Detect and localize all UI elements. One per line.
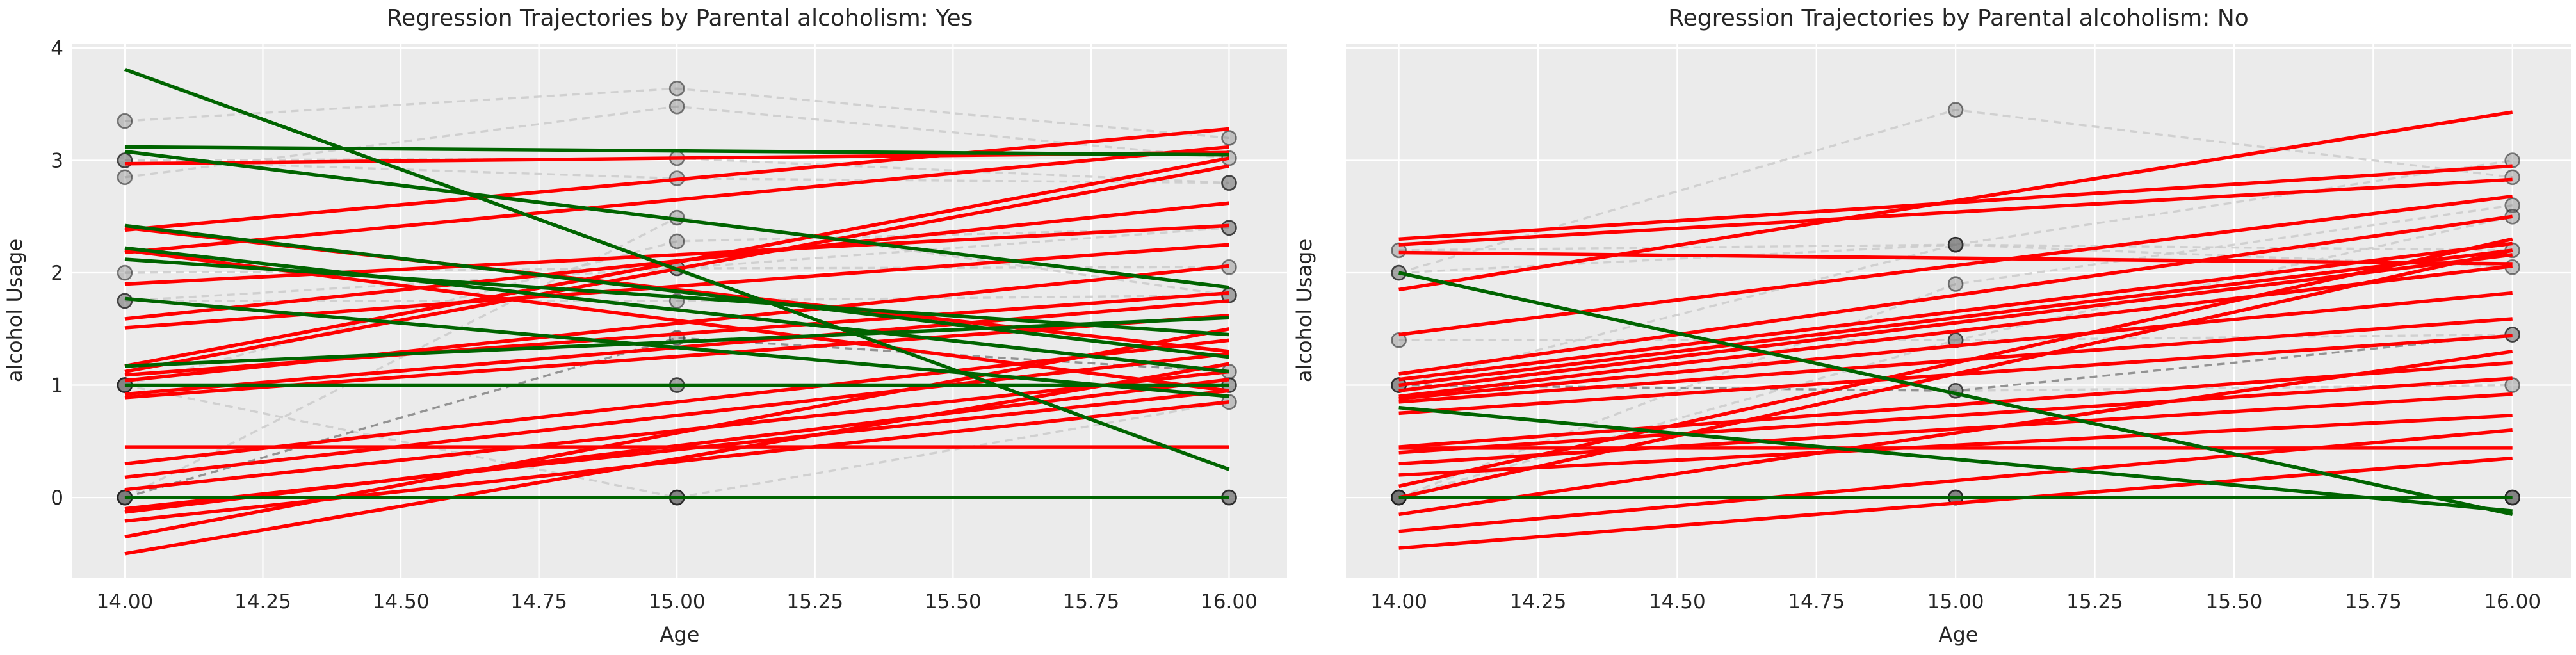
regression-line-red (124, 145, 1229, 255)
y-axis-label: alcohol Usage (1292, 239, 1316, 382)
observed-trajectory (1398, 108, 2513, 274)
y-tick-label: 1 (51, 375, 63, 398)
x-tick-label: 14.25 (1510, 590, 1567, 613)
regression-line-red (1398, 237, 2513, 489)
x-tick-label: 14.50 (373, 590, 430, 613)
data-point-marker (117, 113, 133, 129)
observed-trajectory (1398, 159, 2513, 387)
x-axis-label: Age (1939, 622, 1979, 647)
regression-line-red (1398, 253, 2513, 393)
x-tick-label: 15.75 (1063, 590, 1120, 613)
y-tick-label: 3 (51, 150, 63, 173)
regression-line-red (124, 264, 1229, 383)
panel-yes: Regression Trajectories by Parental alco… (3, 5, 1287, 647)
regression-line-green (1398, 405, 2513, 513)
y-tick-label: 4 (51, 37, 63, 60)
regression-line-red (1398, 241, 2513, 382)
panel-title: Regression Trajectories by Parental alco… (387, 5, 973, 31)
x-tick-label: 14.25 (234, 590, 291, 613)
regression-line-red (124, 352, 1229, 480)
regression-line-red (124, 156, 1229, 368)
x-tick-label: 15.50 (925, 590, 982, 613)
data-point-marker (2504, 377, 2520, 393)
regression-line-green (124, 316, 1229, 368)
regression-line-red (1398, 317, 2513, 404)
data-point-marker (668, 98, 685, 115)
regression-line-red (1398, 392, 2513, 466)
data-point-marker (117, 169, 133, 186)
regression-line-red (1398, 291, 2513, 401)
regression-line-red (124, 369, 1229, 492)
regression-line-red (1398, 248, 2513, 499)
data-point-marker (1221, 130, 1237, 146)
regression-line-red (1398, 110, 2513, 292)
data-point-marker (1947, 102, 1964, 118)
regression-line-green (124, 145, 1229, 157)
data-point-marker (1221, 175, 1237, 191)
observed-trajectory (124, 227, 1229, 387)
regression-line-red (1398, 360, 2513, 449)
regression-line-red (1398, 250, 2513, 266)
regression-line-red (124, 248, 1229, 393)
data-point-marker (117, 293, 133, 309)
x-tick-label: 15.00 (649, 590, 706, 613)
observed-trajectory (124, 105, 1229, 179)
regression-line-red (1398, 177, 2513, 247)
x-tick-label: 15.25 (2066, 590, 2123, 613)
regression-line-red (1398, 428, 2513, 533)
regression-line-green (124, 257, 1229, 337)
data-point-marker (117, 264, 133, 281)
x-tick-label: 15.00 (1927, 590, 1984, 613)
regression-line-red (1398, 264, 2513, 398)
regression-line-red (1398, 376, 2513, 455)
x-tick-label: 15.25 (786, 590, 843, 613)
regression-line-red (124, 127, 1229, 232)
y-axis-label: alcohol Usage (3, 239, 27, 382)
regression-line-red (124, 362, 1229, 556)
x-tick-label: 15.75 (2345, 590, 2402, 613)
data-point-marker (1947, 236, 1964, 253)
regression-line-green (1398, 271, 2513, 517)
y-tick-label: 0 (51, 487, 63, 510)
observed-trajectory (124, 384, 1229, 499)
regression-line-green (124, 246, 1229, 374)
x-tick-label: 14.00 (1370, 590, 1427, 613)
regression-line-red (1398, 248, 2513, 387)
x-tick-label: 14.75 (1788, 590, 1845, 613)
y-tick-label: 2 (51, 262, 63, 285)
data-point-marker (668, 233, 685, 250)
regression-line-green (124, 67, 1230, 471)
observed-trajectory (1398, 243, 2513, 252)
data-point-marker (2504, 197, 2520, 214)
regression-line-red (1398, 350, 2513, 517)
x-tick-label: 16.00 (2484, 590, 2541, 613)
panel-title: Regression Trajectories by Parental alco… (1668, 5, 2249, 31)
x-axis-label: Age (660, 622, 700, 647)
data-point-marker (2504, 169, 2520, 186)
regression-line-red (124, 338, 1229, 466)
x-tick-label: 16.00 (1201, 590, 1258, 613)
regression-line-red (1398, 414, 2513, 477)
regression-line-green (124, 296, 1229, 398)
panel-no: Regression Trajectories by Parental alco… (1292, 5, 2571, 647)
x-tick-label: 14.50 (1649, 590, 1706, 613)
data-point-marker (668, 80, 685, 97)
regression-line-red (1398, 214, 2513, 376)
regression-line-red (124, 327, 1229, 539)
x-tick-label: 14.75 (510, 590, 567, 613)
data-point-marker (1947, 276, 1964, 292)
regression-line-green (124, 223, 1229, 359)
x-tick-label: 14.00 (97, 590, 154, 613)
observed-trajectory (124, 87, 1229, 140)
data-point-marker (1221, 220, 1237, 236)
x-tick-label: 15.50 (2206, 590, 2263, 613)
regression-line-green (124, 149, 1229, 289)
